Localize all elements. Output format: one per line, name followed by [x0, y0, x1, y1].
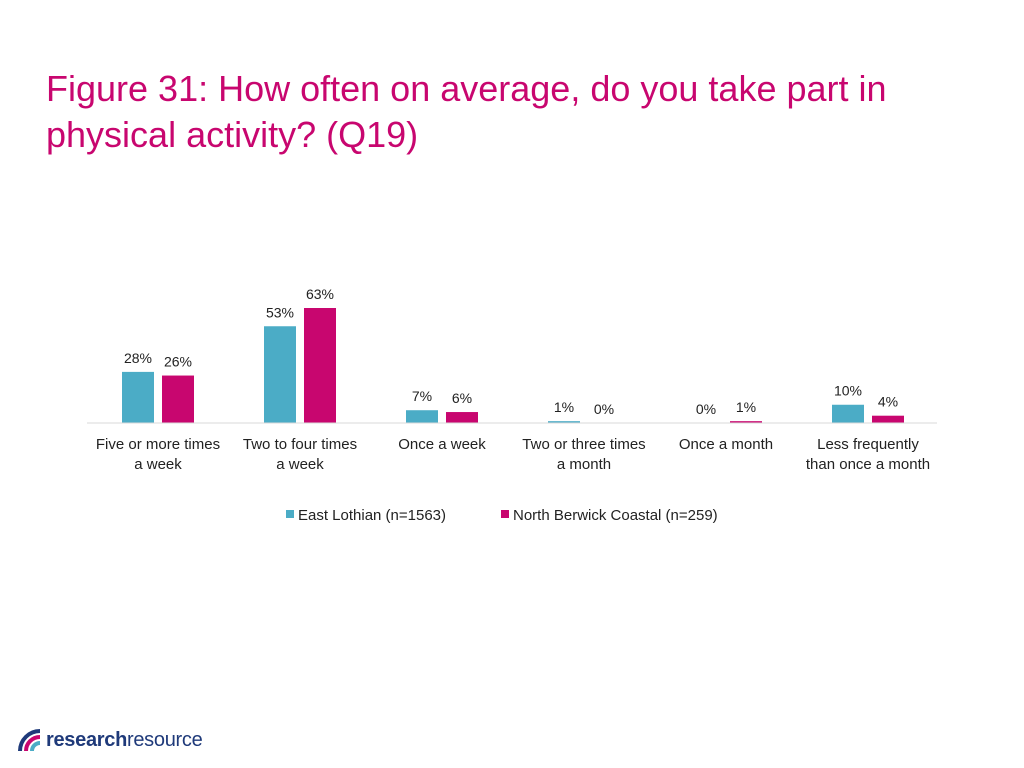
research-resource-logo-icon: [18, 729, 41, 752]
legend-label-1: North Berwick Coastal (n=259): [513, 507, 718, 524]
research-resource-logo: researchresource: [16, 722, 203, 758]
data-label-s0-c3: 1%: [554, 399, 574, 415]
data-label-s0-c5: 10%: [834, 383, 862, 399]
data-label-s1-c5: 4%: [878, 394, 898, 410]
bar-s0-c3: [548, 421, 580, 423]
data-labels-layer: 28% 26% 53% 63% 7% 6% 1% 0% 0% 1% 10% 4%: [124, 286, 898, 417]
data-label-s1-c2: 6%: [452, 390, 472, 406]
bar-chart: 28% 26% 53% 63% 7% 6% 1% 0% 0% 1% 10% 4% Five or mo…: [87, 286, 937, 524]
bar-s1-c4: [730, 421, 762, 423]
bar-s1-c1: [304, 308, 336, 423]
category-label-2: Once a week: [398, 436, 486, 453]
bar-s1-c2: [446, 412, 478, 423]
legend-swatch-0: [286, 510, 294, 518]
bar-s0-c2: [406, 410, 438, 423]
page-title: Figure 31: How often on average, do you …: [46, 68, 887, 155]
data-label-s0-c1: 53%: [266, 304, 294, 320]
bar-s1-c0: [162, 375, 194, 423]
bar-s1-c5: [872, 415, 904, 423]
category-label-3: Two or three times a month: [522, 436, 645, 473]
category-labels-layer: Five or more times a week Two to four time…: [96, 436, 930, 473]
category-label-0: Five or more times a week: [96, 436, 220, 473]
data-label-s1-c3: 0%: [594, 401, 614, 417]
logo-text-resource: resource: [127, 728, 203, 751]
data-label-s0-c0: 28%: [124, 350, 152, 366]
legend-swatch-1: [501, 510, 509, 518]
category-label-1: Two to four times a week: [243, 436, 357, 473]
bar-s0-c0: [122, 371, 154, 423]
bars-layer: [122, 308, 904, 423]
data-label-s1-c4: 1%: [736, 399, 756, 415]
legend-label-0: East Lothian (n=1563): [298, 507, 446, 524]
category-label-4: Once a month: [679, 436, 773, 453]
logo-text-research: research: [46, 728, 127, 751]
bar-s0-c5: [832, 404, 864, 423]
data-label-s0-c2: 7%: [412, 388, 432, 404]
data-label-s1-c1: 63%: [306, 286, 334, 302]
category-label-5: Less frequently than once a month: [806, 436, 930, 473]
bar-s0-c1: [264, 326, 296, 423]
legend: East Lothian (n=1563) North Berwick Coast…: [286, 507, 718, 524]
data-label-s1-c0: 26%: [164, 354, 192, 370]
data-label-s0-c4: 0%: [696, 401, 716, 417]
